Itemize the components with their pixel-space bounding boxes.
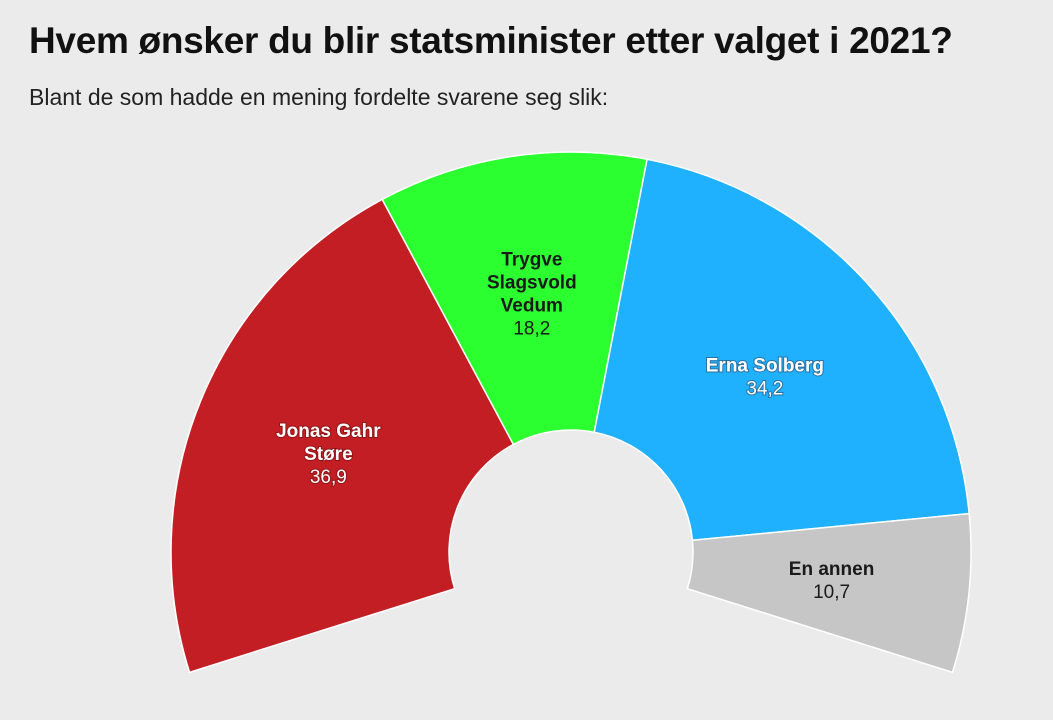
slice-name: Jonas Gahr	[276, 421, 381, 442]
slice-trygve-slagsvold-vedum	[381, 151, 648, 446]
slice-value: 10,7	[813, 582, 850, 603]
slice-label: En annen 10,7	[789, 559, 875, 603]
slice-label: Trygve Slagsvold Vedum 18,2	[487, 249, 577, 339]
chart-title: Hvem ønsker du blir statsminister etter …	[29, 20, 953, 61]
slice-jonas-gahr-st-re	[170, 198, 515, 674]
slice-name: Trygve	[501, 249, 562, 270]
slice-name: Erna Solberg	[706, 355, 824, 376]
slice-name: En annen	[789, 559, 875, 580]
chart-subtitle: Blant de som hadde en mening fordelte sv…	[29, 84, 609, 110]
slice-label: Jonas Gahr Støre 36,9	[276, 421, 381, 488]
slice-en-annen	[686, 512, 972, 674]
slice-label: Erna Solberg 34,2	[706, 355, 824, 399]
slice-value: 36,9	[310, 467, 347, 488]
slice-name: Vedum	[501, 295, 563, 316]
slice-name: Slagsvold	[487, 272, 577, 293]
slice-value: 18,2	[513, 318, 550, 339]
slice-name: Støre	[304, 444, 353, 465]
slice-value: 34,2	[746, 378, 783, 399]
slice-erna-solberg	[593, 158, 970, 542]
